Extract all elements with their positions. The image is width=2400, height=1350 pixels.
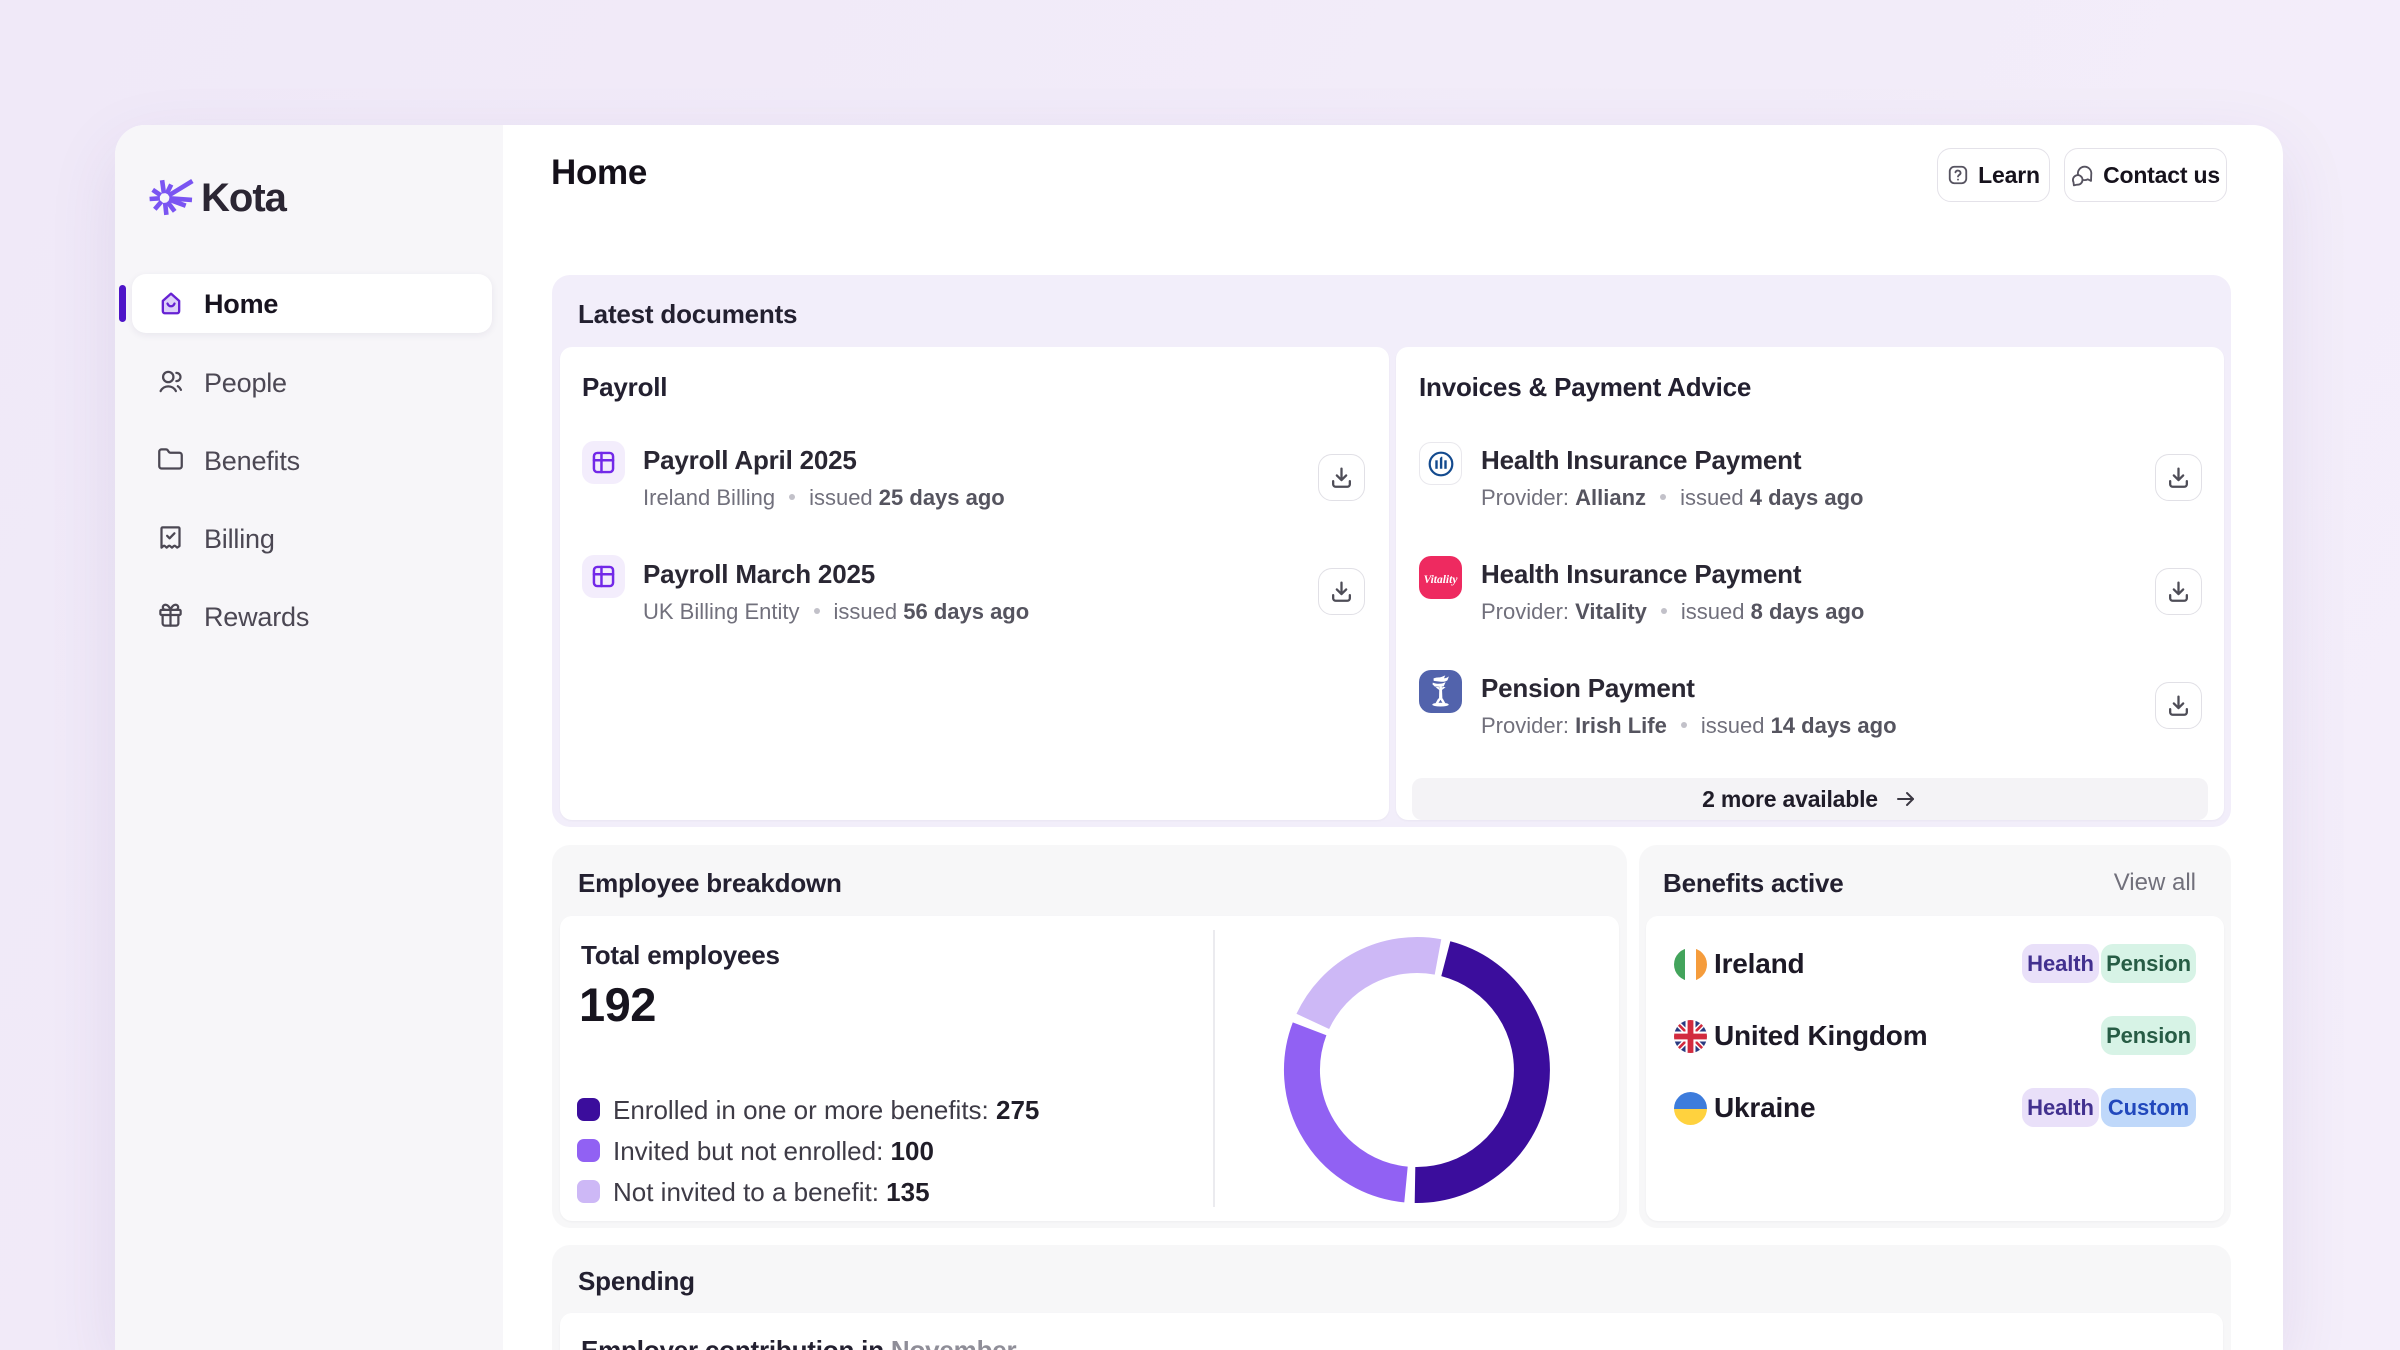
svg-text:Vitality: Vitality	[1424, 574, 1459, 586]
